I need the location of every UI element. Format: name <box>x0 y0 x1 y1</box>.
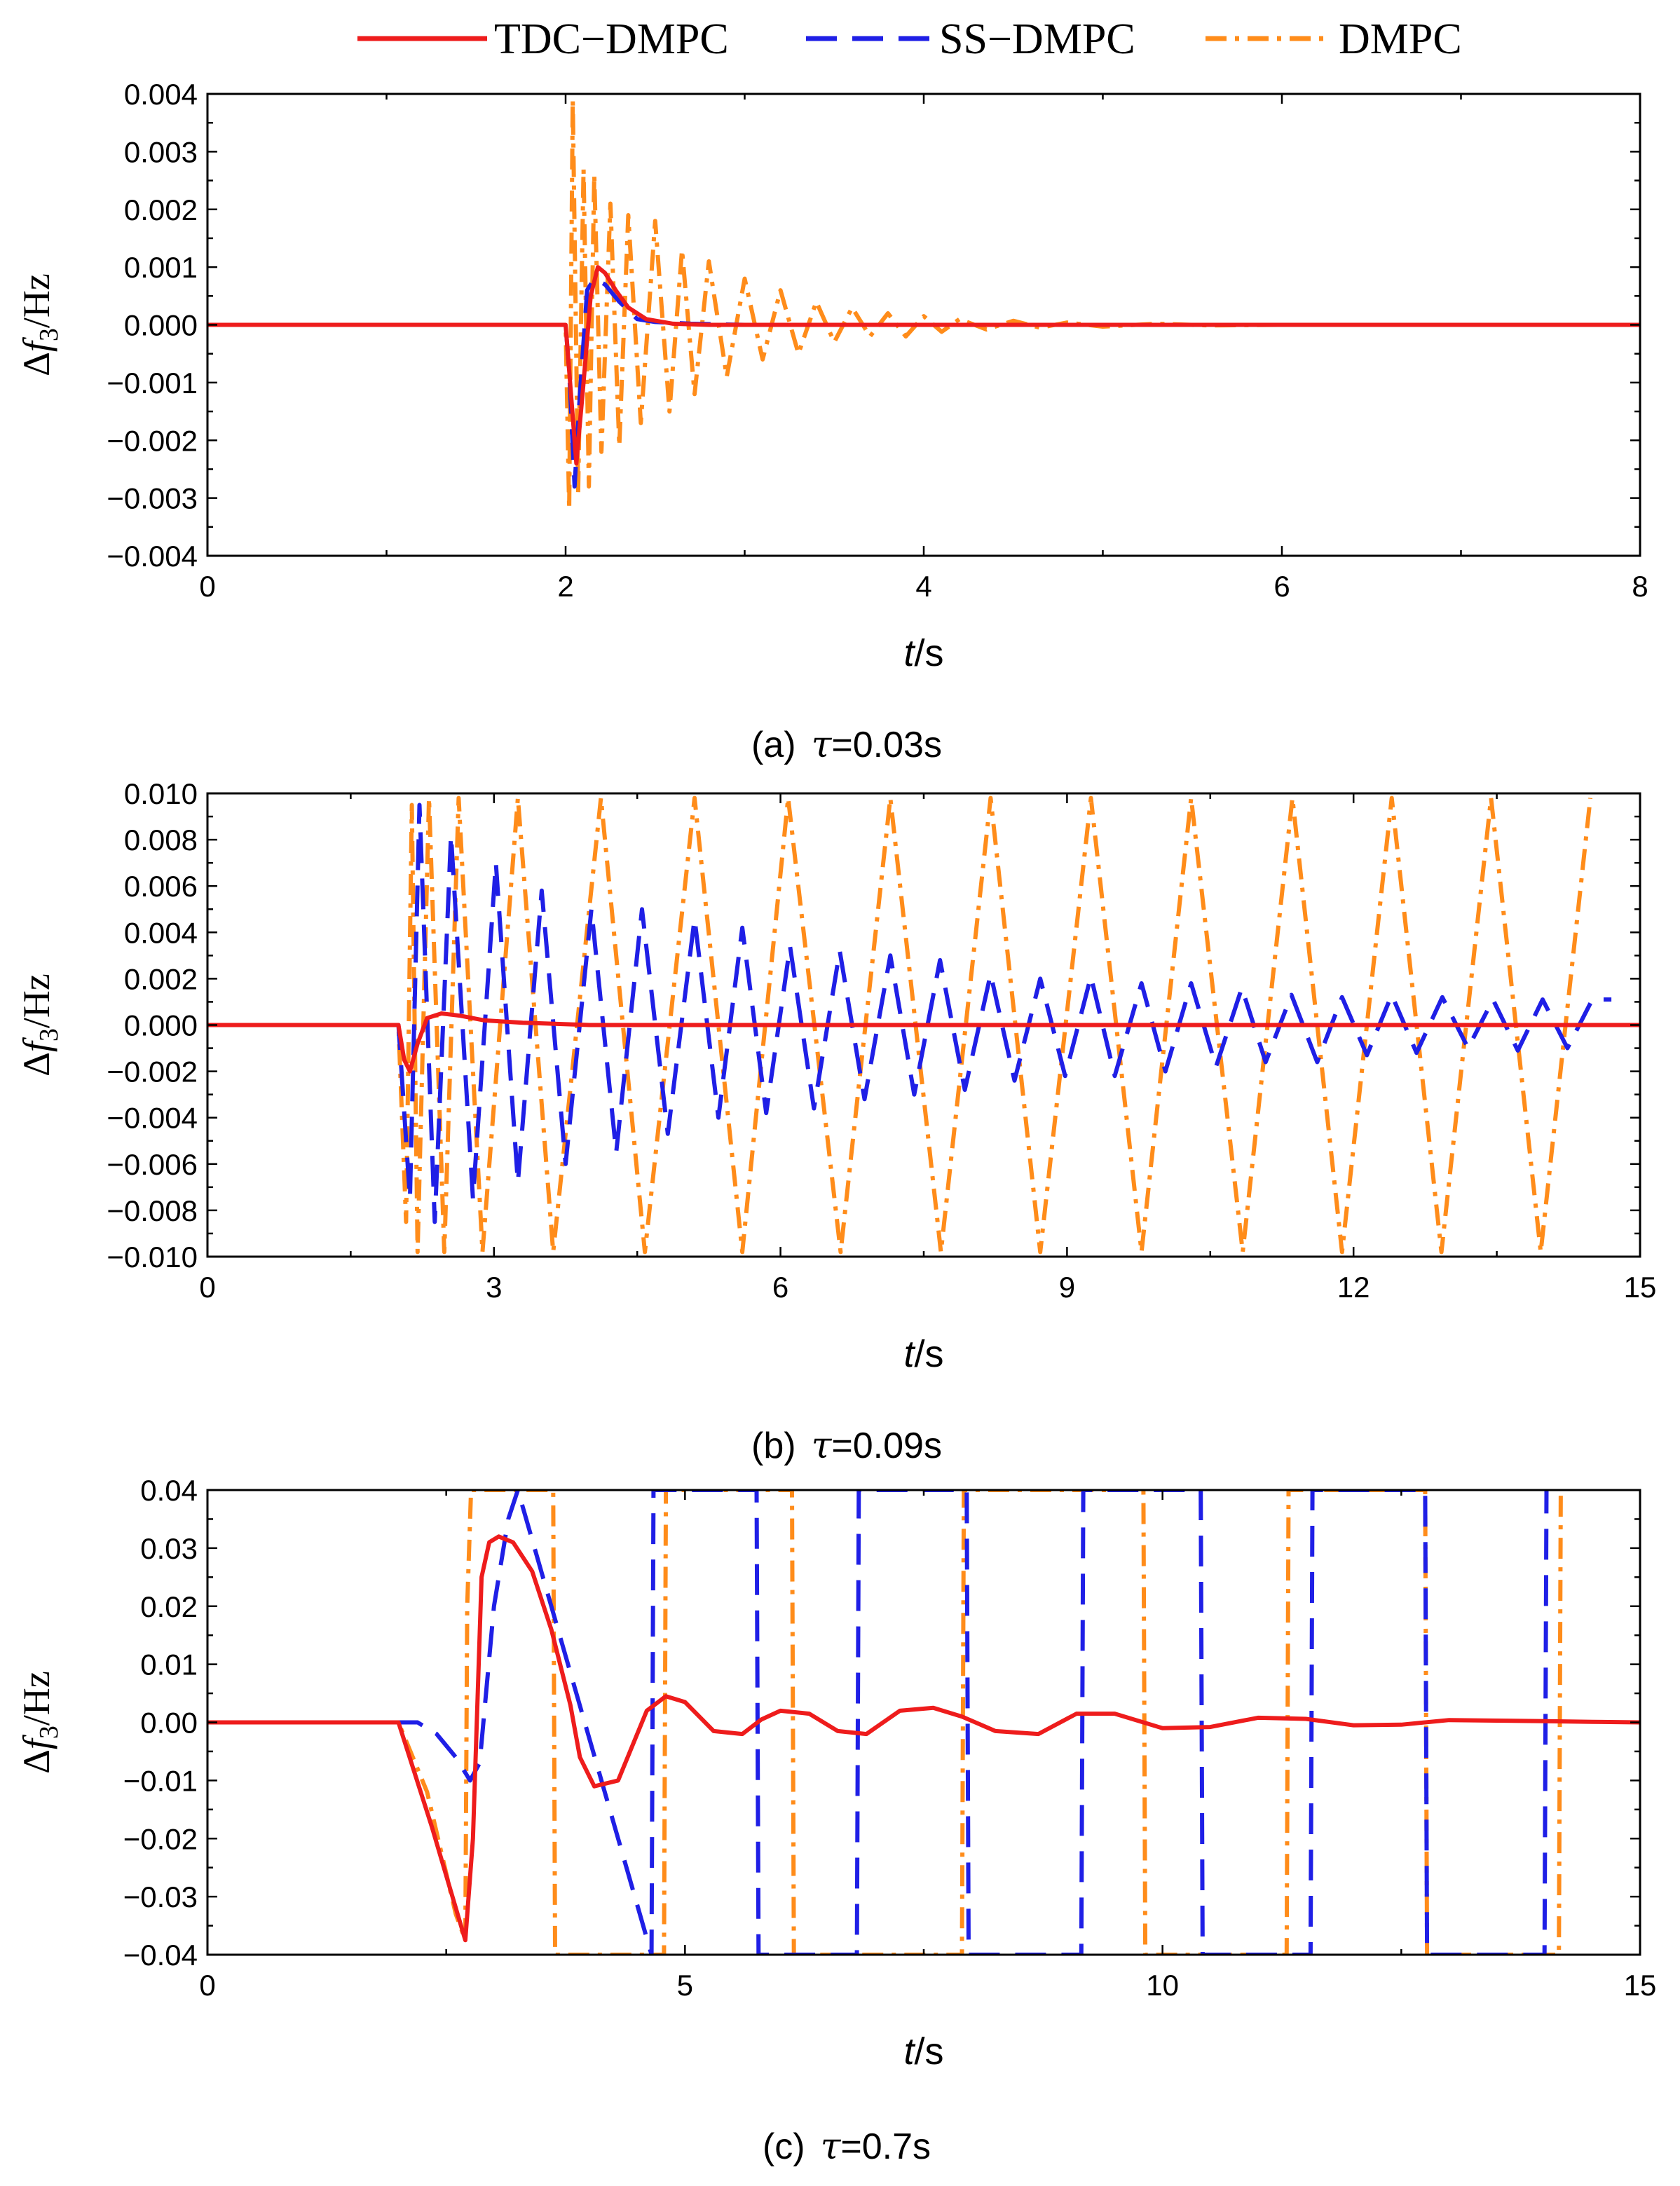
y-label-sub: 3 <box>34 1028 64 1041</box>
y-label-delta: Δ <box>15 352 57 376</box>
caption-symbol: τ <box>821 2126 842 2168</box>
y-tick-label: −0.002 <box>107 1056 198 1088</box>
plot-area <box>207 1490 1640 1955</box>
y-tick-label: −0.04 <box>123 1939 198 1972</box>
legend-entry-dashed: SS−DMPC <box>806 15 1135 63</box>
y-tick-label: 0.000 <box>124 1009 198 1042</box>
y-label-unit: /Hz <box>15 273 57 328</box>
y-tick-label: −0.006 <box>107 1148 198 1181</box>
x-tick-label: 9 <box>1059 1271 1075 1304</box>
caption-symbol: τ <box>812 724 833 766</box>
x-label-var: t <box>903 1333 915 1375</box>
y-tick-label: 0.01 <box>140 1648 198 1681</box>
y-tick-label: 0.000 <box>124 309 198 342</box>
y-label-unit: /Hz <box>15 974 57 1028</box>
plot-area <box>207 795 1640 1255</box>
legend-entry-solid: TDC−DMPC <box>357 15 729 63</box>
series-line-dashed <box>207 276 1640 489</box>
y-tick-label: 0.002 <box>124 962 198 995</box>
panel-caption: (a) τ=0.03s <box>751 724 942 766</box>
x-label-unit: /s <box>915 1333 944 1375</box>
x-tick-label: 0 <box>199 1969 215 2002</box>
panel-c: 0 5 10 15 −0.04 −0.03 −0.02 −0.01 0.00 0.01 0.02 0.… <box>15 1474 1656 2168</box>
y-tick-label: 0.010 <box>124 777 198 810</box>
x-tick-label: 0 <box>199 1271 215 1304</box>
y-tick-label: −0.01 <box>123 1764 198 1797</box>
panel-caption: (c) τ=0.7s <box>763 2126 931 2168</box>
x-tick-label: 10 <box>1146 1969 1179 2002</box>
panel-caption: (b) τ=0.09s <box>751 1425 942 1467</box>
y-tick-label: 0.004 <box>124 916 198 949</box>
x-tick-label: 12 <box>1337 1271 1370 1304</box>
x-axis-label: t/s <box>903 2030 943 2072</box>
y-tick-label: −0.03 <box>123 1880 198 1913</box>
legend-label: TDC−DMPC <box>494 15 729 63</box>
legend-label: SS−DMPC <box>939 15 1135 63</box>
panel-a: 0 2 4 6 8 −0.004 −0.003 −0.002 −0.001 0.000 0.001 0… <box>15 78 1648 766</box>
x-tick-label: 3 <box>486 1271 502 1304</box>
y-label-unit: /Hz <box>15 1671 57 1726</box>
y-tick-label: −0.02 <box>123 1822 198 1855</box>
x-tick-label: 5 <box>677 1969 693 2002</box>
y-label-sub: 3 <box>34 1726 64 1739</box>
caption-value: =0.09s <box>831 1426 942 1466</box>
y-tick-label: −0.001 <box>107 367 198 399</box>
x-tick-label: 6 <box>1273 570 1290 603</box>
y-tick-label: 0.008 <box>124 824 198 856</box>
series-line-dashed <box>207 802 1612 1224</box>
x-label-unit: /s <box>915 2030 944 2072</box>
panels: 0 2 4 6 8−0.004−0.003−0.002−0.0010.0000.0010… <box>15 78 1656 2168</box>
y-label-delta: Δ <box>15 1052 57 1077</box>
x-tick-label: 0 <box>199 570 215 603</box>
y-tick-label: 0.00 <box>140 1707 198 1740</box>
y-axis-label: Δf3/Hz <box>15 974 64 1077</box>
x-label-var: t <box>903 632 915 674</box>
y-tick-label: 0.04 <box>140 1474 198 1507</box>
y-tick-label: 0.002 <box>124 193 198 226</box>
y-tick-label: 0.003 <box>124 135 198 168</box>
x-label-unit: /s <box>915 632 944 674</box>
y-tick-label: 0.03 <box>140 1532 198 1565</box>
x-tick-label: 8 <box>1632 570 1648 603</box>
x-label-var: t <box>903 2030 915 2072</box>
caption-prefix: (b) <box>751 1426 796 1466</box>
caption-value: =0.7s <box>840 2126 931 2167</box>
x-tick-label: 2 <box>557 570 573 603</box>
y-tick-label: −0.004 <box>107 1102 198 1135</box>
y-tick-label: −0.010 <box>107 1241 198 1273</box>
y-axis-label: Δf3/Hz <box>15 1671 64 1774</box>
y-tick-label: −0.008 <box>107 1194 198 1227</box>
y-tick-label: −0.003 <box>107 482 198 515</box>
series-line-solid <box>207 1534 1640 1943</box>
caption-prefix: (a) <box>751 725 796 765</box>
x-axis-label: t/s <box>903 632 943 674</box>
y-tick-label: 0.006 <box>124 870 198 903</box>
y-tick-label: 0.02 <box>140 1590 198 1623</box>
caption-symbol: τ <box>812 1425 833 1467</box>
y-tick-label: −0.002 <box>107 424 198 457</box>
x-tick-label: 4 <box>915 570 931 603</box>
y-tick-label: 0.001 <box>124 251 198 284</box>
series-line-dashdot <box>207 97 1640 512</box>
legend: TDC−DMPC SS−DMPC DMPC <box>357 15 1462 63</box>
y-tick-label: −0.004 <box>107 540 198 573</box>
y-axis-label: Δf3/Hz <box>15 273 64 376</box>
y-tick-label: 0.004 <box>124 78 198 111</box>
x-axis-label: t/s <box>903 1333 943 1375</box>
series-line-solid <box>207 265 1640 466</box>
caption-prefix: (c) <box>763 2126 805 2167</box>
y-label-sub: 3 <box>34 328 64 341</box>
x-tick-label: 15 <box>1624 1271 1657 1304</box>
legend-entry-dashdot: DMPC <box>1206 15 1462 63</box>
x-tick-label: 6 <box>772 1271 788 1304</box>
plot-area <box>207 97 1640 512</box>
caption-value: =0.03s <box>831 725 942 765</box>
series-line-solid <box>207 1011 1640 1074</box>
y-label-delta: Δ <box>15 1749 57 1774</box>
legend-label: DMPC <box>1339 15 1462 63</box>
panel-b: 0 3 6 9 12 15 −0.010 −0.008 −0.006 −0.004 −0.002 0.… <box>15 777 1656 1467</box>
x-tick-label: 15 <box>1624 1969 1657 2002</box>
